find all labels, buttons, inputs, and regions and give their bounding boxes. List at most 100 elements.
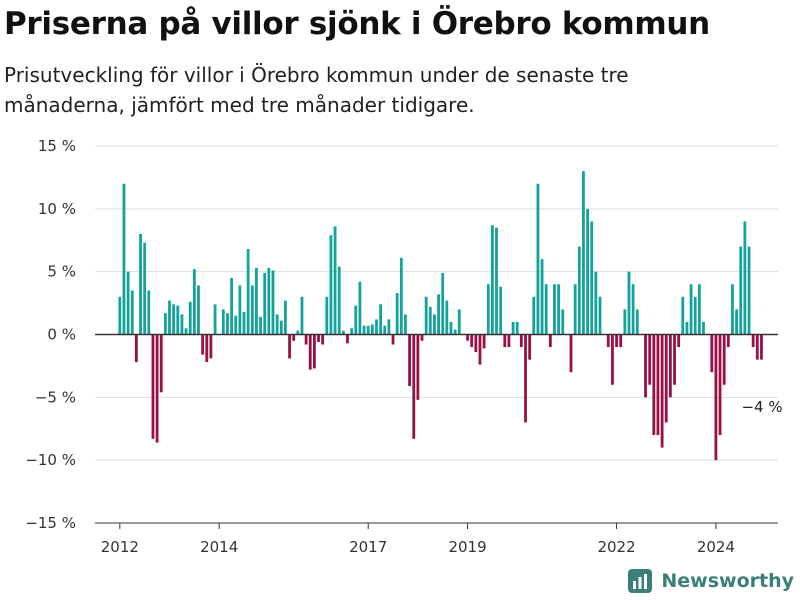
x-tick-label: 2014 (200, 538, 238, 556)
bar (163, 313, 167, 335)
bar (507, 334, 511, 348)
bar (722, 334, 726, 385)
bar (714, 334, 718, 461)
bar (586, 208, 589, 335)
bar (453, 329, 457, 335)
bar (433, 314, 436, 335)
bar (743, 221, 747, 335)
latest-value-annotation: −4 % (741, 398, 782, 416)
chart-title: Priserna på villor sjönk i Örebro kommun (4, 6, 710, 42)
bar (267, 267, 271, 335)
bar (126, 271, 130, 335)
x-tick-label: 2017 (349, 538, 387, 556)
y-tick-label: 0 % (47, 326, 76, 344)
bar (718, 334, 722, 436)
bar (412, 334, 416, 439)
bar (155, 334, 159, 443)
bar (702, 321, 705, 335)
bar (573, 284, 577, 335)
bar (192, 269, 196, 335)
bar (519, 334, 523, 348)
bar (358, 281, 362, 335)
bar (234, 315, 238, 335)
bar (370, 324, 374, 335)
bar (561, 309, 565, 335)
newsworthy-logo-icon (628, 569, 653, 593)
bar (379, 304, 383, 335)
bar (346, 334, 349, 344)
bar (619, 334, 623, 348)
bar (296, 330, 300, 335)
bar (292, 334, 296, 341)
bar (288, 334, 291, 359)
bar (350, 328, 354, 335)
bar (246, 249, 250, 335)
bar (590, 221, 594, 335)
bar (313, 334, 316, 369)
bar (693, 296, 697, 335)
bar (238, 285, 242, 335)
bar (263, 272, 267, 335)
bar (134, 334, 138, 363)
x-axis: 2012 2014 2017 2019 2022 2024 (95, 522, 778, 556)
bar (118, 296, 122, 335)
bar (577, 246, 581, 335)
bar (184, 328, 188, 335)
bar (598, 296, 602, 335)
bar (594, 271, 598, 335)
bar-series (118, 171, 763, 461)
brand-name: Newsworthy (661, 570, 794, 592)
y-axis-labels: 15 % 10 % 5 % 0 % −5 % −10 % −15 % (25, 137, 76, 532)
bar (341, 330, 345, 335)
bar (668, 334, 672, 398)
bar (147, 290, 151, 335)
x-tick-label: 2019 (448, 538, 486, 556)
bar (495, 227, 498, 335)
bar (644, 334, 647, 398)
bar (275, 314, 279, 335)
bar (466, 334, 469, 341)
bar (673, 334, 676, 385)
bar (457, 309, 461, 335)
bar (548, 334, 552, 348)
bar (677, 334, 681, 348)
bar (387, 319, 391, 335)
bar (308, 334, 312, 370)
bar (557, 284, 560, 335)
bar (366, 325, 370, 335)
bar (532, 296, 536, 335)
bar (627, 271, 631, 335)
bar (416, 334, 420, 400)
bar (441, 272, 445, 335)
bar (470, 334, 474, 348)
bar (755, 334, 759, 360)
bar (230, 277, 233, 335)
bar (623, 309, 627, 335)
bar (188, 301, 192, 335)
brand-logo: Newsworthy (627, 568, 794, 594)
y-tick-label: −15 % (25, 514, 76, 532)
bar (735, 309, 739, 335)
bar (710, 334, 714, 373)
bar (391, 334, 395, 345)
bar (201, 334, 205, 355)
bar (259, 316, 262, 335)
bar (486, 284, 490, 335)
bar (279, 320, 283, 335)
bar (151, 334, 155, 439)
bar (209, 334, 213, 359)
bar (362, 325, 366, 335)
bar (697, 284, 701, 335)
bar (122, 183, 126, 335)
bar (205, 334, 209, 363)
bar (664, 334, 668, 423)
bar (631, 284, 635, 335)
bar (528, 334, 532, 360)
bar (726, 334, 730, 348)
bar (168, 300, 171, 335)
bar (760, 334, 763, 360)
y-tick-label: −5 % (35, 388, 76, 406)
y-tick-label: 15 % (38, 137, 76, 155)
bar (139, 233, 142, 335)
